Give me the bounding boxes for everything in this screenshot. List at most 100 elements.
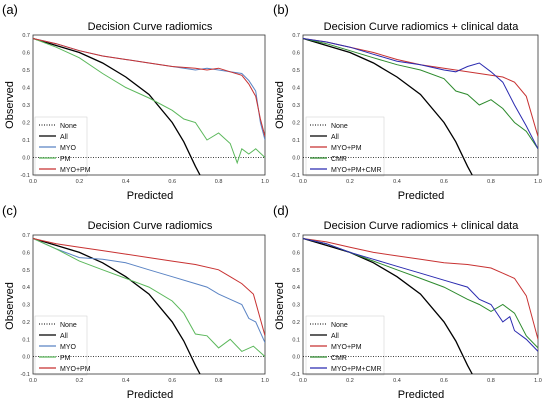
- x-tick-label: 0.4: [393, 179, 401, 185]
- series-line: [33, 37, 201, 175]
- series-line: [303, 237, 473, 374]
- x-tick-label: 0.8: [215, 179, 223, 185]
- series-line: [33, 238, 265, 336]
- x-tick-label: 0.6: [168, 378, 176, 384]
- y-tick-label: -0.1: [21, 173, 30, 179]
- legend-label: All: [60, 333, 68, 340]
- series-group: [33, 237, 265, 374]
- y-tick-label: 0.4: [22, 285, 30, 291]
- series-line: [33, 38, 265, 165]
- x-tick-label: 1.0: [261, 179, 269, 185]
- x-tick-label: 0.0: [299, 378, 307, 384]
- y-tick-label: 0.0: [22, 156, 30, 162]
- x-tick-label: 0.6: [440, 378, 448, 384]
- plot-frame: [32, 234, 266, 375]
- y-tick-label: 0.7: [292, 33, 300, 39]
- legend-label: MYO+PM: [331, 145, 362, 152]
- y-tick-label: 0.5: [292, 68, 300, 74]
- y-tick-label: 0.7: [22, 33, 30, 39]
- y-tick-label: 0.4: [292, 285, 300, 291]
- y-tick-label: 0.1: [292, 138, 300, 144]
- x-tick-label: 1.0: [534, 378, 542, 384]
- panel-b: (b) Decision Curve radiomics + clinical …: [273, 2, 542, 202]
- x-tick-label: 0.8: [487, 179, 495, 185]
- series-group: [303, 237, 538, 374]
- legend: None All MYO+PM CMR MYO+PM+CMR: [305, 116, 385, 177]
- series-line: [33, 238, 265, 343]
- series-line: [33, 237, 201, 374]
- series-group: [303, 37, 538, 175]
- legend-label: All: [60, 134, 68, 141]
- x-tick-label: 0.0: [29, 179, 37, 185]
- y-tick-label: 0.5: [22, 68, 30, 74]
- panel-letter: (a): [2, 2, 18, 17]
- legend-label: MYO+PM+CMR: [331, 366, 382, 373]
- x-tick-label: 0.4: [122, 378, 130, 384]
- x-axis-label: Predicted: [127, 190, 173, 202]
- legend-label: MYO+PM+CMR: [331, 167, 382, 174]
- legend-label: MYO: [60, 145, 77, 152]
- x-tick-label: 0.4: [122, 179, 130, 185]
- y-tick-label: 0.2: [292, 121, 300, 127]
- y-tick-label: 0.3: [292, 103, 300, 109]
- panel-a: (a) Decision Curve radiomics Predicted O…: [2, 2, 269, 202]
- x-axis-label: Predicted: [398, 190, 444, 202]
- series-line: [303, 38, 538, 150]
- legend-label: MYO: [60, 344, 77, 351]
- panel-title: Decision Curve radiomics + clinical data: [324, 21, 520, 33]
- y-tick-label: 0.7: [292, 233, 300, 239]
- x-tick-label: 0.8: [215, 378, 223, 384]
- y-tick-label: 0.4: [292, 86, 300, 92]
- legend-label: MYO+PM: [60, 167, 91, 174]
- x-tick-label: 0.6: [440, 179, 448, 185]
- series-line: [33, 38, 265, 137]
- y-tick-label: 0.0: [292, 156, 300, 162]
- legend-label: MYO+PM: [60, 366, 91, 373]
- x-tick-label: 0.8: [487, 378, 495, 384]
- y-axis-label: Observed: [274, 81, 286, 129]
- legend-label: None: [60, 123, 77, 130]
- series-line: [33, 238, 265, 357]
- panel-c: (c) Decision Curve radiomics Predicted O…: [2, 203, 269, 401]
- plot-frame: [302, 34, 539, 176]
- panel-title: Decision Curve radiomics + clinical data: [324, 220, 520, 232]
- series-line: [303, 238, 538, 352]
- y-tick-label: 0.1: [292, 337, 300, 343]
- y-tick-label: 0.2: [292, 320, 300, 326]
- panel-d: (d) Decision Curve radiomics + clinical …: [273, 203, 542, 401]
- y-tick-label: 0.7: [22, 233, 30, 239]
- plot-frame: [32, 34, 266, 176]
- y-tick-label: 0.6: [292, 51, 300, 57]
- y-tick-label: 0.3: [292, 303, 300, 309]
- series-group: [33, 37, 265, 175]
- x-tick-label: 0.2: [76, 179, 84, 185]
- panel-letter: (c): [2, 203, 17, 218]
- panel-title: Decision Curve radiomics: [88, 21, 213, 33]
- panel-letter: (d): [273, 203, 289, 218]
- y-tick-label: 0.4: [22, 86, 30, 92]
- x-tick-label: 0.4: [393, 378, 401, 384]
- y-tick-label: -0.1: [291, 372, 300, 378]
- legend-label: None: [331, 322, 348, 329]
- y-tick-label: 0.0: [292, 355, 300, 361]
- series-line: [303, 238, 538, 340]
- series-line: [303, 38, 538, 150]
- y-tick-label: -0.1: [291, 173, 300, 179]
- y-tick-label: 0.3: [22, 103, 30, 109]
- panel-letter: (b): [273, 2, 289, 17]
- y-tick-label: 0.2: [22, 121, 30, 127]
- legend-label: All: [331, 134, 339, 141]
- y-tick-label: 0.6: [292, 250, 300, 256]
- legend-label: CMR: [331, 156, 347, 163]
- x-tick-label: 0.6: [168, 179, 176, 185]
- x-tick-label: 0.2: [76, 378, 84, 384]
- y-tick-label: 0.5: [292, 268, 300, 274]
- x-tick-label: 1.0: [261, 378, 269, 384]
- legend-label: MYO+PM: [331, 344, 362, 351]
- legend-label: None: [331, 123, 348, 130]
- y-tick-label: -0.1: [21, 372, 30, 378]
- x-tick-label: 1.0: [534, 179, 542, 185]
- y-axis-label: Observed: [4, 282, 16, 330]
- x-axis-label: Predicted: [398, 389, 444, 401]
